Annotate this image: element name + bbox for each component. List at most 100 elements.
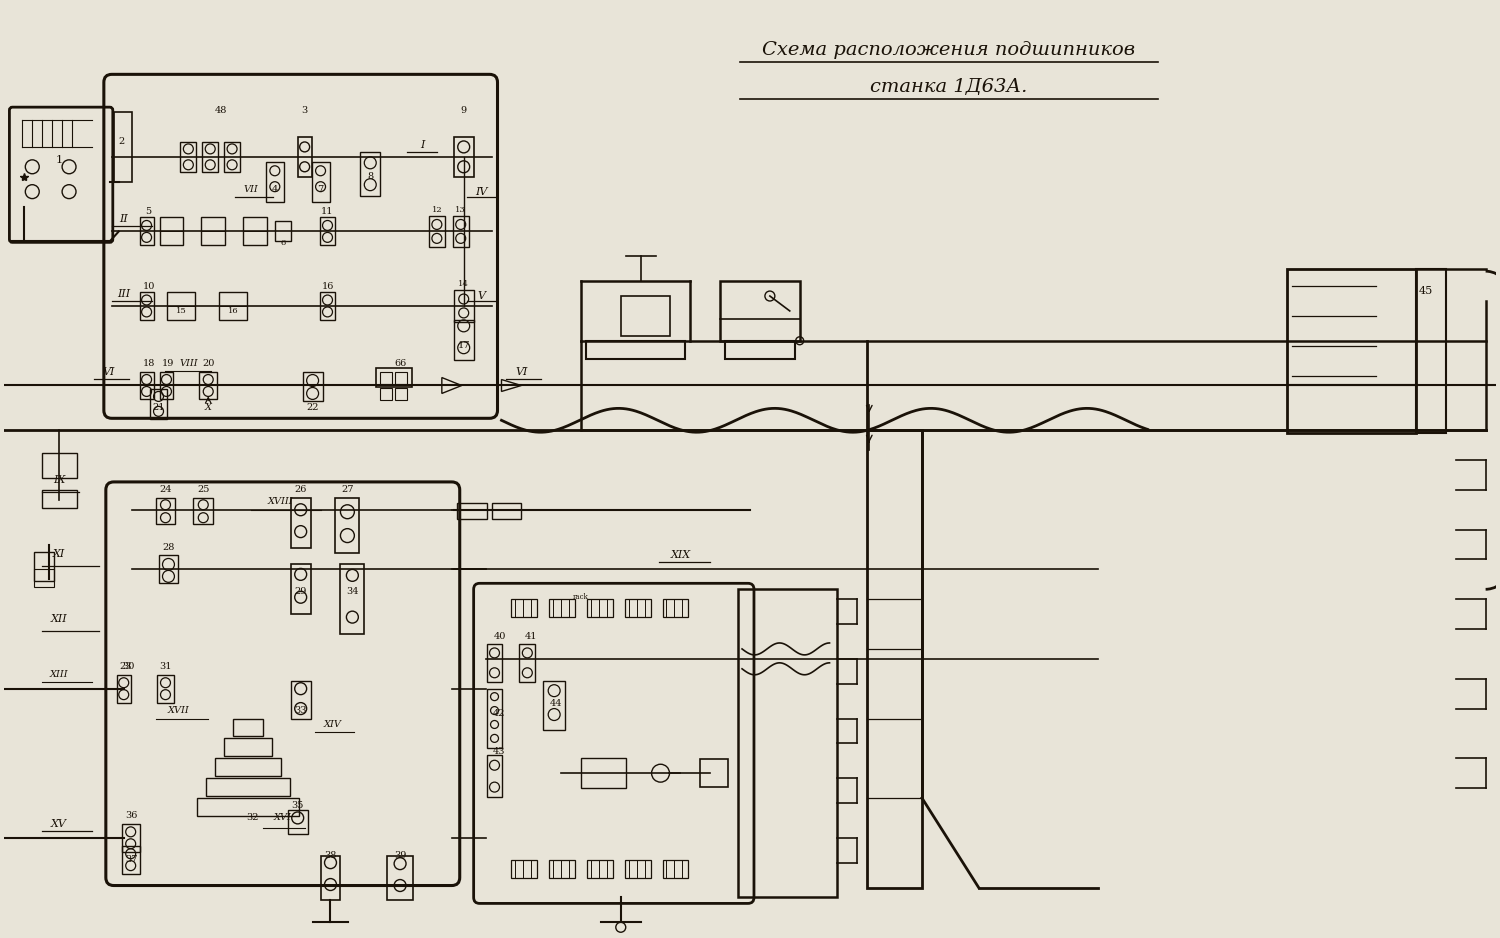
Text: 19: 19 <box>162 359 174 368</box>
Bar <box>266 162 284 202</box>
Bar <box>202 142 217 172</box>
Text: 20: 20 <box>202 359 214 368</box>
Bar <box>150 389 168 419</box>
Bar <box>586 599 613 617</box>
Text: 3: 3 <box>302 106 307 114</box>
Text: 2: 2 <box>118 138 124 146</box>
Text: 17: 17 <box>458 341 470 350</box>
Text: 21: 21 <box>153 402 165 412</box>
Bar <box>486 644 502 682</box>
Text: IV: IV <box>476 187 488 197</box>
Text: I: I <box>420 140 424 150</box>
Text: 5: 5 <box>146 207 152 216</box>
Bar <box>219 292 248 320</box>
Text: 48: 48 <box>214 106 228 114</box>
Bar <box>224 142 240 172</box>
Bar <box>224 738 272 756</box>
Bar <box>200 371 217 400</box>
Bar <box>720 281 800 340</box>
Text: 9: 9 <box>460 106 466 114</box>
Text: 1: 1 <box>56 155 63 165</box>
Text: 15: 15 <box>176 307 188 315</box>
Bar <box>360 152 380 196</box>
Bar <box>486 755 502 797</box>
Bar <box>624 859 651 878</box>
Bar <box>274 221 291 241</box>
Bar <box>380 371 392 384</box>
Bar <box>429 216 445 248</box>
Bar <box>291 681 310 719</box>
Text: XIII: XIII <box>50 671 69 679</box>
Bar <box>214 758 280 776</box>
Bar <box>312 162 330 202</box>
Bar <box>512 599 537 617</box>
Text: 29: 29 <box>294 587 307 596</box>
Text: rack: rack <box>573 593 590 601</box>
Bar <box>198 798 298 816</box>
Bar <box>122 824 140 852</box>
Text: 26: 26 <box>294 485 307 494</box>
Bar <box>724 340 795 358</box>
Bar <box>288 810 308 834</box>
Bar <box>394 388 406 401</box>
Text: 34: 34 <box>346 587 358 596</box>
Bar <box>156 674 174 703</box>
Bar <box>291 498 310 548</box>
Text: XIV: XIV <box>324 720 342 729</box>
Bar <box>34 569 54 587</box>
Text: 31: 31 <box>159 662 171 672</box>
Text: 35: 35 <box>291 801 304 810</box>
Text: 45: 45 <box>1419 286 1432 296</box>
Text: XVIII: XVIII <box>268 497 294 507</box>
Bar <box>206 779 290 796</box>
Bar <box>180 142 196 172</box>
Text: V: V <box>477 291 486 301</box>
Text: 38: 38 <box>324 851 336 860</box>
Text: 42: 42 <box>494 709 506 719</box>
Text: 13: 13 <box>456 205 466 214</box>
Text: 37: 37 <box>126 855 138 864</box>
Text: 25: 25 <box>196 485 210 494</box>
Bar <box>512 859 537 878</box>
Text: XVII: XVII <box>168 706 189 715</box>
Text: 32: 32 <box>246 813 259 823</box>
Bar <box>454 290 474 322</box>
Bar <box>456 503 486 519</box>
Text: 16: 16 <box>228 307 238 315</box>
Bar <box>376 368 412 387</box>
Bar <box>336 498 360 552</box>
Text: 40: 40 <box>494 632 506 642</box>
Bar <box>394 371 406 384</box>
Bar <box>738 589 837 898</box>
Text: III: III <box>117 289 130 299</box>
Bar <box>1416 269 1446 433</box>
Bar <box>454 320 474 359</box>
Text: VII: VII <box>243 185 258 194</box>
Bar <box>867 431 922 887</box>
Bar <box>117 674 130 703</box>
Bar <box>549 599 574 617</box>
Bar <box>140 292 153 320</box>
Text: 8: 8 <box>368 173 374 181</box>
Bar <box>380 388 392 401</box>
Bar <box>1287 269 1416 433</box>
Bar <box>194 498 213 523</box>
Bar <box>159 218 183 246</box>
Bar <box>321 855 340 900</box>
Text: 23: 23 <box>120 662 132 672</box>
Bar <box>580 758 626 788</box>
Text: станка 1Д63А.: станка 1Д63А. <box>870 78 1028 97</box>
Bar <box>340 565 364 634</box>
Bar <box>624 599 651 617</box>
Bar <box>621 296 670 336</box>
Text: 27: 27 <box>340 485 354 494</box>
Bar <box>663 859 688 878</box>
Text: XI: XI <box>53 550 64 559</box>
Text: 14: 14 <box>459 280 470 288</box>
Bar <box>320 292 336 320</box>
Text: II: II <box>120 215 128 224</box>
Bar <box>454 137 474 176</box>
Bar <box>201 218 225 246</box>
Text: 7: 7 <box>318 185 324 194</box>
Text: VI: VI <box>514 367 528 376</box>
